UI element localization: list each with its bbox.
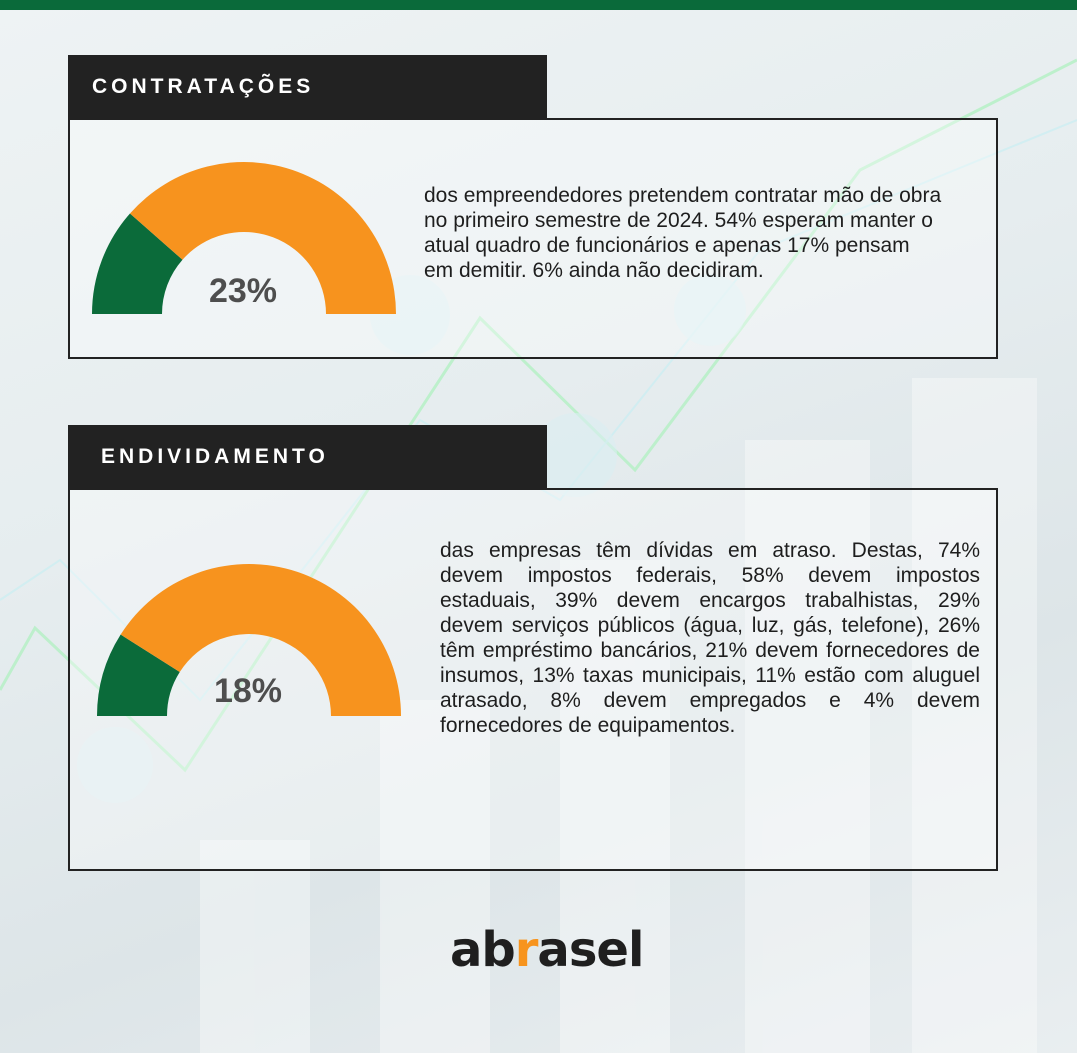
section-box-endividamento	[68, 488, 998, 871]
gauge-filled-segment	[92, 213, 183, 314]
logo-part-asel: asel	[537, 922, 644, 978]
logo-part-ab: ab	[450, 922, 516, 978]
top-brand-bar	[0, 0, 1077, 10]
gauge-contratacoes	[92, 162, 396, 314]
gauge-remaining-segment	[120, 564, 401, 716]
section-box-contratacoes	[68, 118, 998, 359]
section-description-contratacoes: dos empreendedores pretendem contratar m…	[424, 184, 942, 282]
logo-part-r: r	[514, 922, 539, 978]
gauge-remaining-segment	[129, 162, 396, 314]
gauge-endividamento	[97, 564, 401, 716]
gauge-value-contratacoes: 23%	[208, 272, 278, 310]
section-title-contratacoes: CONTRATAÇÕES	[68, 55, 547, 119]
abrasel-logo: abrasel	[450, 922, 644, 978]
section-title-endividamento: ENDIVIDAMENTO	[68, 425, 547, 489]
section-title-text: ENDIVIDAMENTO	[101, 445, 329, 468]
gauge-value-endividamento: 18%	[213, 672, 283, 710]
section-description-endividamento: das empresas têm dívidas em atraso. Dest…	[440, 539, 980, 737]
gauge-filled-segment	[97, 634, 180, 716]
section-title-text: CONTRATAÇÕES	[92, 75, 315, 98]
